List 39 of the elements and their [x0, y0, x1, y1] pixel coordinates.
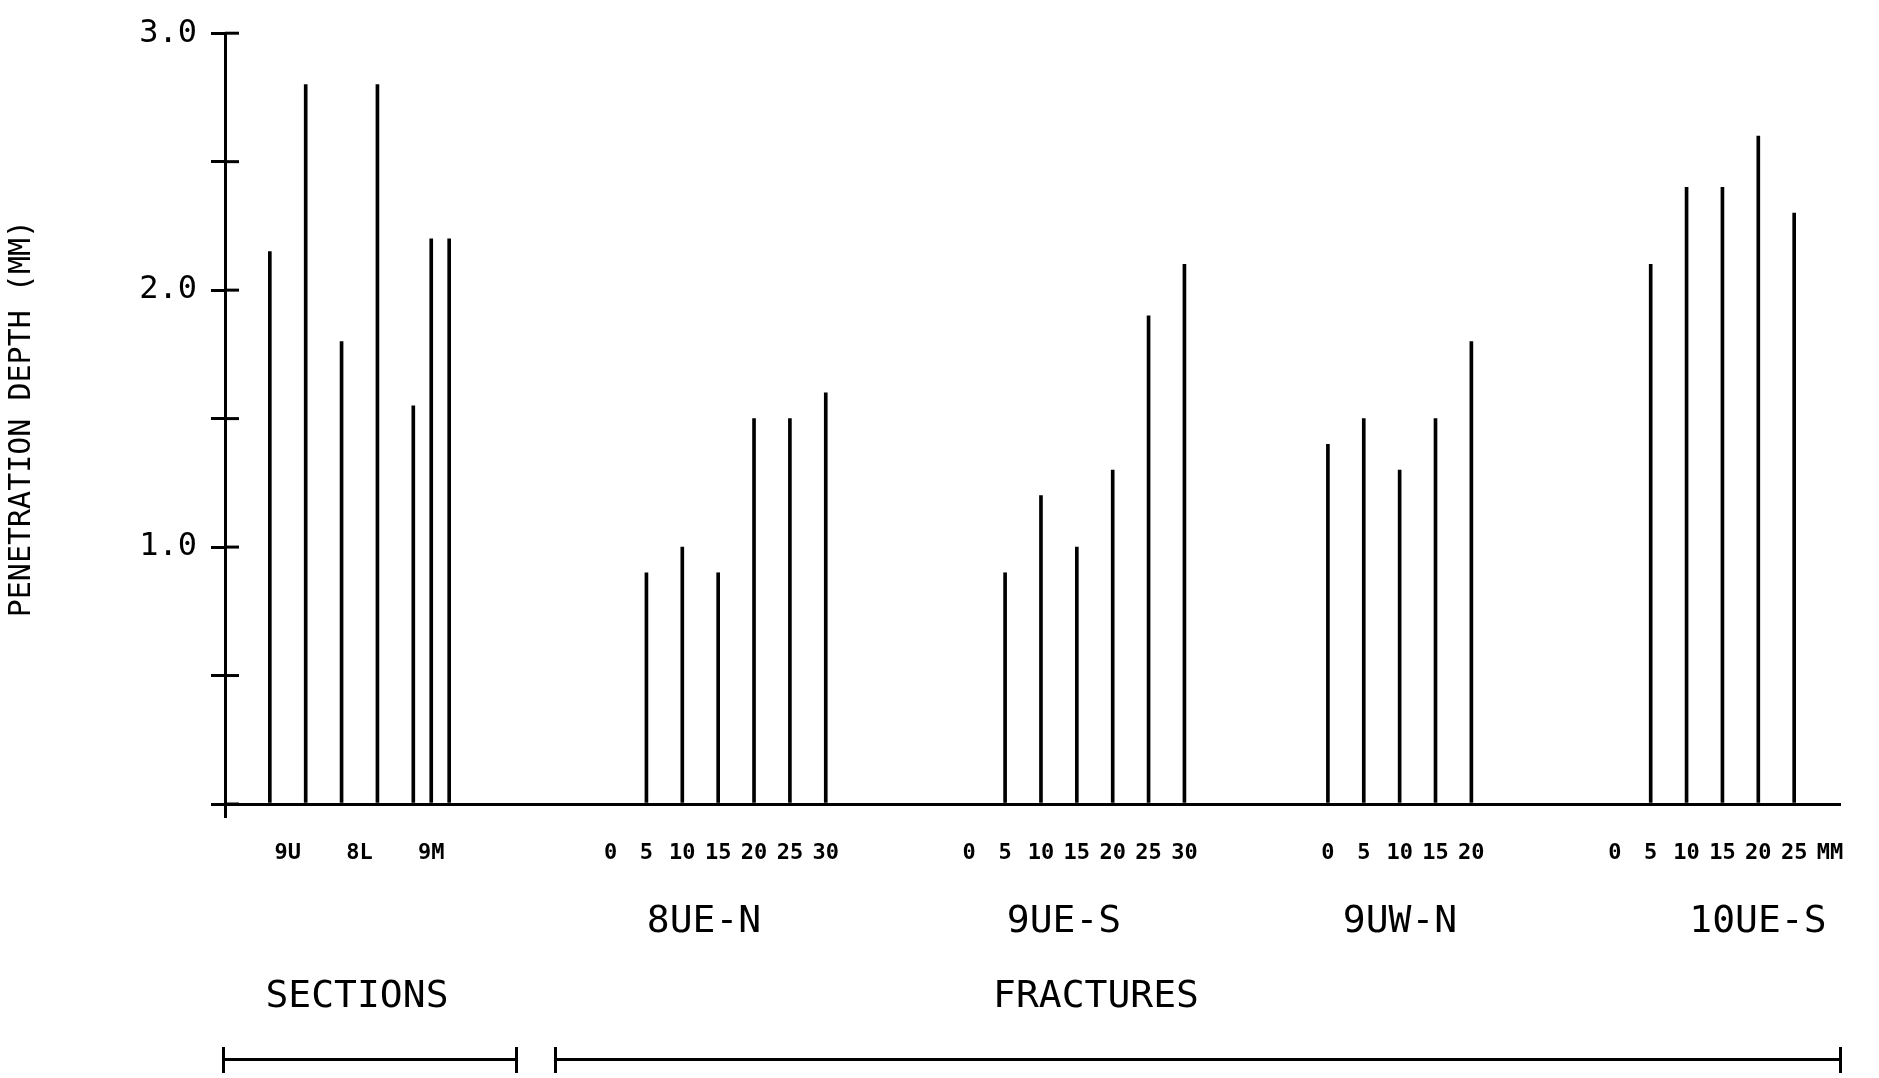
x-tick-label: 20 — [740, 838, 768, 864]
x-tick-label: 5 — [1644, 838, 1658, 864]
x-tick-label: 30 — [1171, 838, 1198, 864]
x-tick-label: 0 — [962, 838, 976, 864]
x-tick-label: 10 — [1027, 838, 1055, 864]
x-tick-label: 9M — [417, 838, 445, 864]
y-tick-label: 2.0 — [139, 268, 197, 307]
text: 8UE-N — [646, 896, 762, 941]
x-tick-label: 20 — [1099, 838, 1126, 864]
text: FRACTURES — [993, 971, 1199, 1016]
x-tick-label: 0 — [1321, 838, 1335, 864]
x-tick-label: 20 — [1458, 838, 1485, 864]
y-tick-label: 1.0 — [139, 525, 197, 564]
x-tick-label: 10 — [1386, 838, 1413, 864]
x-tick-label: 25 — [1135, 838, 1162, 864]
x-tick-label: 25 — [1780, 838, 1808, 864]
x-tick-label: 15 — [704, 838, 732, 864]
x-tick-label: 10 — [669, 838, 696, 864]
text: 10UE-S — [1689, 896, 1827, 941]
x-tick-label: 5 — [998, 838, 1012, 864]
x-tick-label: 20 — [1745, 838, 1772, 864]
x-tick-label: 9U — [274, 838, 302, 864]
text: SECTIONS — [265, 971, 449, 1016]
x-tick-label: 5 — [1357, 838, 1371, 864]
x-tick-label: 0 — [1608, 838, 1622, 864]
x-tick-label: 15 — [1709, 838, 1736, 864]
x-tick-label: 0 — [603, 838, 618, 864]
x-tick-label: 15 — [1422, 838, 1449, 864]
x-tick-label: 10 — [1673, 838, 1700, 864]
y-tick-label: 3.0 — [139, 11, 197, 50]
x-tick-label: 5 — [639, 838, 654, 864]
x-tick-label: MM — [1816, 838, 1844, 864]
y-axis-title: PENETRATION DEPTH (MM) — [1, 219, 37, 618]
text: 9UE-S — [1006, 896, 1122, 941]
x-tick-label: 30 — [812, 838, 840, 864]
text: 9UW-N — [1342, 896, 1458, 941]
x-tick-label: 25 — [776, 838, 804, 864]
x-tick-label: 15 — [1063, 838, 1091, 864]
x-tick-label: 8L — [346, 838, 373, 864]
